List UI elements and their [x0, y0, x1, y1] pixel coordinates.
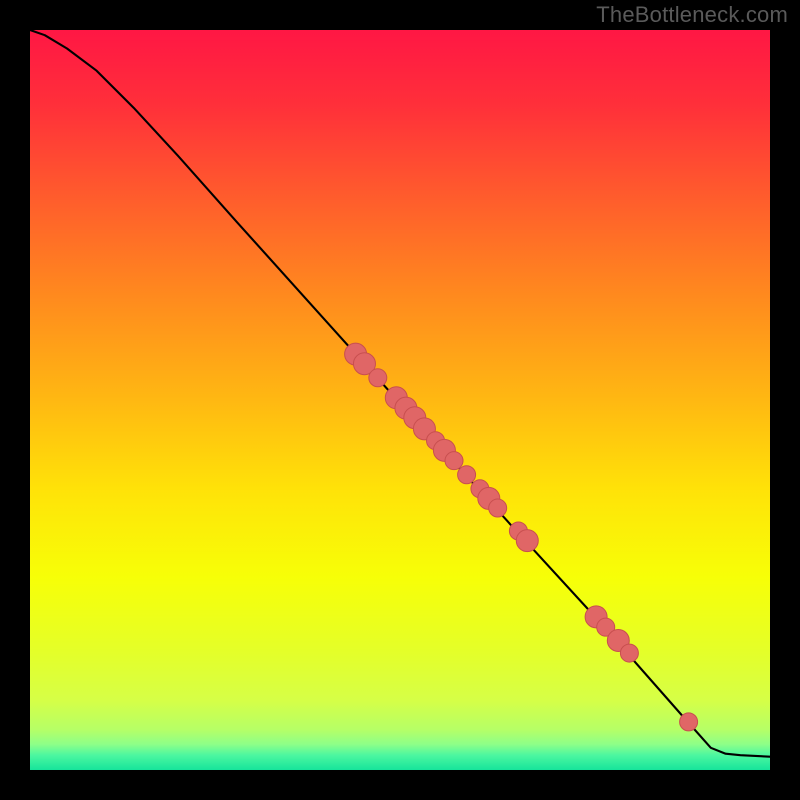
data-marker: [369, 369, 387, 387]
data-marker: [680, 713, 698, 731]
chart-svg: [0, 0, 800, 800]
data-marker: [620, 644, 638, 662]
data-marker: [458, 466, 476, 484]
data-marker: [516, 530, 538, 552]
chart-root: TheBottleneck.com: [0, 0, 800, 800]
data-marker: [445, 452, 463, 470]
data-marker: [489, 499, 507, 517]
